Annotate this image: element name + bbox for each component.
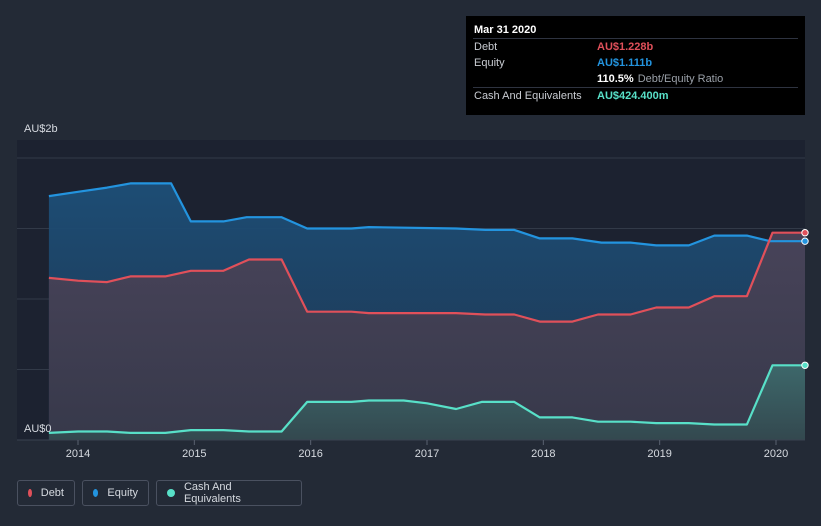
legend-debt-label: Debt: [40, 487, 64, 499]
tooltip-row-debt: Debt AU$1.228b: [473, 38, 798, 55]
x-tick-label: 2014: [66, 448, 90, 460]
cash-area: [48, 365, 805, 440]
equity-dot-icon: [93, 489, 99, 497]
legend-equity-label: Equity: [107, 487, 138, 499]
equity-end-marker: [801, 237, 809, 245]
x-axis-ticks: 2014 2015 2016 2017 2018 2019 2020: [66, 440, 788, 460]
tooltip-equity-label: Equity: [474, 57, 505, 69]
x-tick-label: 2020: [764, 448, 788, 460]
tooltip-cash-label: Cash And Equivalents: [474, 90, 582, 102]
cash-end-marker: [801, 361, 809, 369]
tooltip-debt-value: AU$1.228b: [597, 41, 654, 53]
debt-end-marker: [801, 229, 809, 237]
y-axis-label-top: AU$2b: [24, 123, 58, 135]
debt-dot-icon: [28, 489, 32, 497]
legend-cash-label: Cash And Equivalents: [183, 481, 241, 505]
series-lines: [48, 182, 805, 434]
debt-line: [48, 231, 805, 323]
x-tick-label: 2016: [298, 448, 322, 460]
cash-dot-icon: [167, 489, 175, 497]
x-tick-label: 2018: [531, 448, 555, 460]
x-tick-label: 2015: [182, 448, 206, 460]
legend-item-cash[interactable]: Cash And Equivalents: [156, 480, 302, 506]
y-axis-label-zero: AU$0: [24, 423, 52, 435]
x-tick-label: 2017: [415, 448, 439, 460]
tooltip-panel: Mar 31 2020 Debt AU$1.228b Equity AU$1.1…: [466, 16, 805, 115]
debt-area: [48, 232, 805, 440]
cash-line: [48, 364, 805, 434]
tooltip-ratio-value: 110.5%: [597, 73, 634, 85]
tooltip-ratio-label: Debt/Equity Ratio: [637, 73, 724, 85]
tooltip-row-ratio: 110.5% Debt/Equity Ratio: [473, 71, 798, 87]
legend-item-debt[interactable]: Debt: [17, 480, 75, 506]
series-areas: [48, 183, 805, 440]
tooltip-equity-value: AU$1.111b: [597, 57, 653, 69]
x-tick-label: 2019: [647, 448, 671, 460]
tooltip-row-cash: Cash And Equivalents AU$424.400m: [473, 87, 798, 104]
tooltip-row-equity: Equity AU$1.111b: [473, 55, 798, 71]
equity-line: [48, 182, 805, 247]
legend-item-equity[interactable]: Equity: [82, 480, 149, 506]
series-end-markers: [801, 229, 809, 369]
tooltip-debt-label: Debt: [474, 41, 498, 53]
tooltip-cash-value: AU$424.400m: [597, 90, 669, 102]
tooltip-date: Mar 31 2020: [474, 24, 537, 36]
chart-legend: Debt Equity Cash And Equivalents: [17, 480, 309, 506]
